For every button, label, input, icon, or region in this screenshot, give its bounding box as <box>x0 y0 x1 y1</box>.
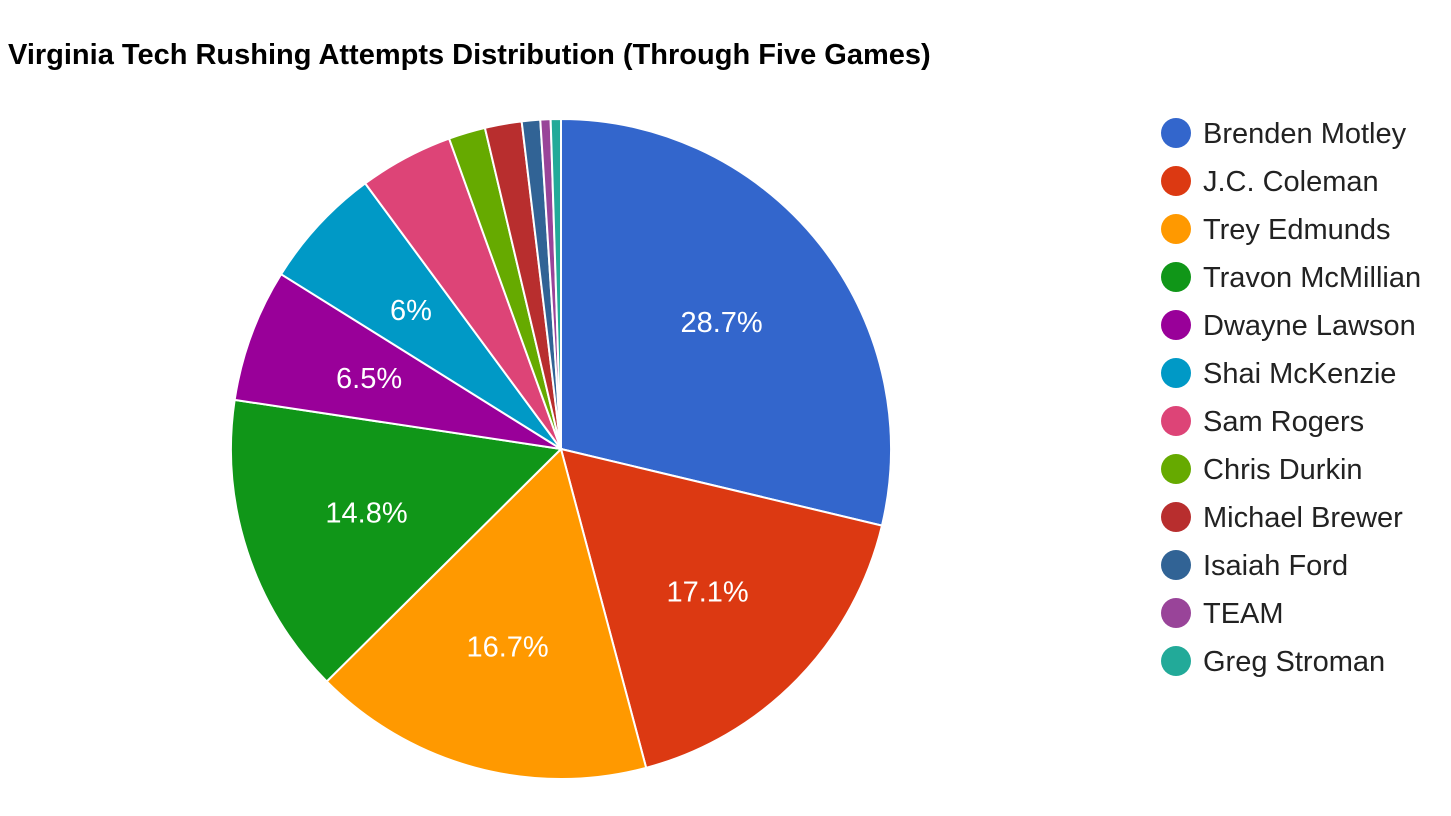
legend-item-shai-mckenzie: Shai McKenzie <box>1161 358 1396 390</box>
pie-slice-shai-mckenzie <box>279 181 562 450</box>
legend-swatch-michael-brewer <box>1161 502 1191 532</box>
slice-label-trey-edmunds: 16.7% <box>466 632 548 664</box>
legend-label-team: TEAM <box>1203 598 1284 630</box>
legend-swatch-shai-mckenzie <box>1161 358 1191 388</box>
pie-slice-greg-stroman <box>549 117 562 450</box>
legend-swatch-sam-rogers <box>1161 406 1191 436</box>
pie-slices <box>230 117 892 780</box>
legend-label-chris-durkin: Chris Durkin <box>1203 454 1363 486</box>
legend-item-trey-edmunds: Trey Edmunds <box>1161 214 1391 246</box>
legend-label-greg-stroman: Greg Stroman <box>1203 646 1385 678</box>
legend-item-j-c-coleman: J.C. Coleman <box>1161 166 1379 198</box>
slice-label-travon-mcmillian: 14.8% <box>325 498 407 530</box>
legend-label-shai-mckenzie: Shai McKenzie <box>1203 358 1396 390</box>
legend-item-team: TEAM <box>1161 598 1284 630</box>
legend-item-chris-durkin: Chris Durkin <box>1161 454 1363 486</box>
pie-slice-travon-mcmillian <box>230 398 564 683</box>
slice-label-j-c-coleman: 17.1% <box>666 577 748 609</box>
legend-swatch-isaiah-ford <box>1161 550 1191 580</box>
legend-item-brenden-motley: Brenden Motley <box>1161 118 1407 150</box>
slice-label-brenden-motley: 28.7% <box>680 307 762 339</box>
legend-swatch-team <box>1161 598 1191 628</box>
pie-slice-brenden-motley <box>560 117 892 527</box>
legend-item-dwayne-lawson: Dwayne Lawson <box>1161 310 1416 342</box>
legend-swatch-dwayne-lawson <box>1161 310 1191 340</box>
legend-label-brenden-motley: Brenden Motley <box>1203 118 1407 150</box>
legend-swatch-chris-durkin <box>1161 454 1191 484</box>
legend-item-michael-brewer: Michael Brewer <box>1161 502 1403 534</box>
slice-label-dwayne-lawson: 6.5% <box>336 363 402 395</box>
legend: Brenden Motley J.C. Coleman Trey Edmunds Tr… <box>1161 118 1421 678</box>
legend-label-sam-rogers: Sam Rogers <box>1203 406 1364 438</box>
legend-swatch-j-c-coleman <box>1161 166 1191 196</box>
slice-label-shai-mckenzie: 6% <box>390 295 432 327</box>
legend-swatch-trey-edmunds <box>1161 214 1191 244</box>
legend-item-isaiah-ford: Isaiah Ford <box>1161 550 1348 582</box>
legend-swatch-brenden-motley <box>1161 118 1191 148</box>
slice-labels: 28.7% 17.1% 16.7% 14.8% 6.5% 6% <box>325 295 762 664</box>
legend-label-isaiah-ford: Isaiah Ford <box>1203 550 1348 582</box>
pie-slice-dwayne-lawson <box>233 272 562 450</box>
pie-slice-trey-edmunds <box>325 447 648 780</box>
legend-swatch-travon-mcmillian <box>1161 262 1191 292</box>
legend-item-sam-rogers: Sam Rogers <box>1161 406 1364 438</box>
legend-swatch-greg-stroman <box>1161 646 1191 676</box>
chart-title: Virginia Tech Rushing Attempts Distribut… <box>8 39 931 71</box>
legend-label-j-c-coleman: J.C. Coleman <box>1203 166 1379 198</box>
legend-label-travon-mcmillian: Travon McMillian <box>1203 262 1421 294</box>
legend-label-dwayne-lawson: Dwayne Lawson <box>1203 310 1416 342</box>
legend-item-travon-mcmillian: Travon McMillian <box>1161 262 1421 294</box>
legend-label-trey-edmunds: Trey Edmunds <box>1203 214 1391 246</box>
legend-item-greg-stroman: Greg Stroman <box>1161 646 1385 678</box>
legend-label-michael-brewer: Michael Brewer <box>1203 502 1403 534</box>
pie-slice-j-c-coleman <box>559 447 884 770</box>
